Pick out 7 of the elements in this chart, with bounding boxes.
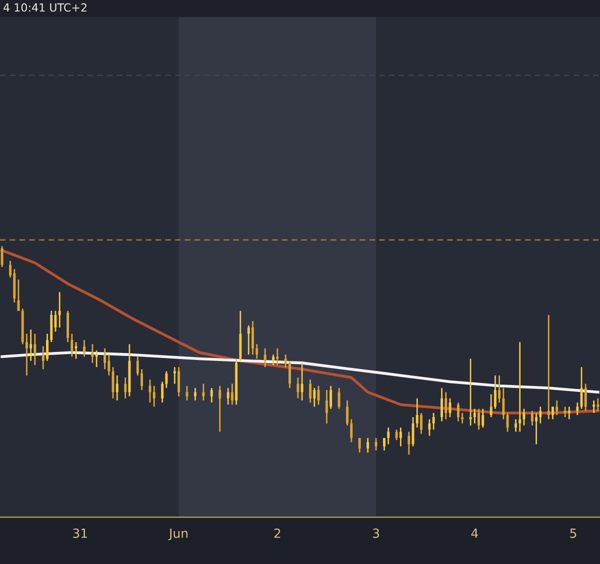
x-tick-label: 3	[373, 528, 379, 538]
text: 4 10:41 UTC+2	[4, 3, 86, 12]
x-tick-label: 4	[471, 528, 478, 538]
x-tick-label: 31	[73, 528, 87, 538]
x-tick-label: Jun	[168, 528, 188, 540]
x-tick-label: 5	[570, 528, 576, 538]
x-tick-label: 2	[274, 528, 280, 538]
